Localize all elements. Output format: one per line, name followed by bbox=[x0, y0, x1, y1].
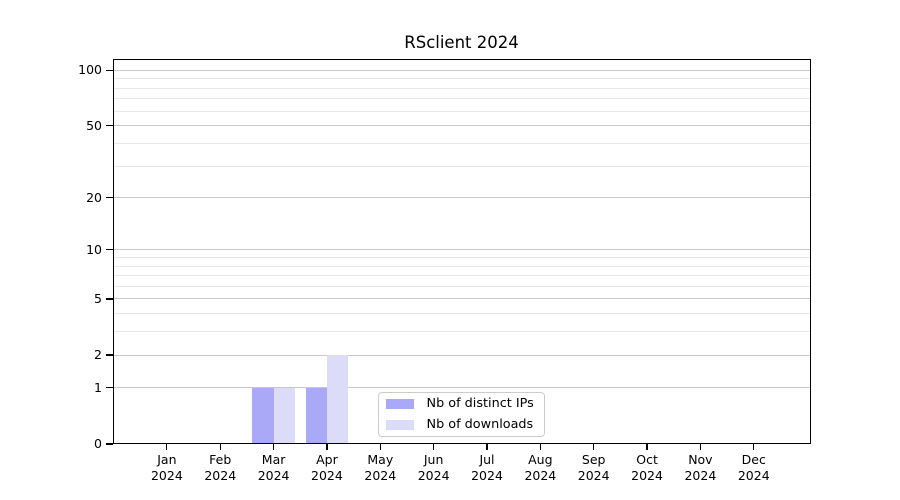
y-tick-label-100: 100 bbox=[78, 62, 102, 78]
gridline-100 bbox=[113, 69, 811, 71]
gridline-8 bbox=[113, 265, 811, 267]
x-tick-label-9: Sep 2024 bbox=[564, 452, 624, 483]
bar-mar-2024-s1 bbox=[273, 387, 295, 444]
gridline-3 bbox=[113, 331, 811, 333]
gridline-20 bbox=[113, 197, 811, 199]
x-tick-label-line: 2024 bbox=[471, 467, 503, 483]
x-tick-label-11: Nov 2024 bbox=[670, 452, 730, 483]
x-tick-label-line: Dec bbox=[741, 452, 766, 467]
x-tick-label-3: Mar 2024 bbox=[244, 452, 304, 483]
x-tick-label-line: Jan bbox=[157, 452, 177, 467]
gridline-90 bbox=[113, 78, 811, 80]
y-tick-label-2: 2 bbox=[94, 347, 102, 363]
bars-layer bbox=[113, 59, 811, 445]
x-tick-3 bbox=[273, 444, 275, 450]
x-tick-12 bbox=[753, 444, 755, 450]
x-tick-label-line: 2024 bbox=[524, 467, 557, 483]
x-tick-label-line: 2024 bbox=[150, 467, 183, 483]
y-tick-100 bbox=[106, 69, 113, 71]
y-tick-label-1: 1 bbox=[94, 379, 102, 395]
gridlines-layer bbox=[113, 59, 811, 445]
legend-label-distinct-ips: Nb of distinct IPs bbox=[426, 396, 534, 412]
y-tick-label-10: 10 bbox=[86, 241, 102, 257]
x-tick-label-2: Feb 2024 bbox=[190, 452, 250, 483]
x-tick-label-line: Sep bbox=[581, 452, 606, 467]
x-tick-9 bbox=[593, 444, 595, 450]
x-tick-5 bbox=[379, 444, 381, 450]
x-tick-label-line: 2024 bbox=[417, 467, 450, 483]
x-tick-label-line: 2024 bbox=[577, 467, 610, 483]
x-tick-label-line: 2024 bbox=[311, 467, 343, 483]
x-tick-label-line: Feb bbox=[209, 452, 232, 467]
x-tick-label-line: 2024 bbox=[204, 467, 237, 483]
x-tick-label-line: Nov bbox=[688, 452, 713, 467]
gridline-30 bbox=[113, 165, 811, 167]
x-tick-label-line: Apr bbox=[316, 452, 338, 467]
gridline-2 bbox=[113, 354, 811, 356]
y-tick-1 bbox=[106, 387, 113, 389]
x-tick-label-line: 2024 bbox=[257, 467, 290, 483]
gridline-40 bbox=[113, 142, 811, 144]
x-tick-label-8: Aug 2024 bbox=[510, 452, 570, 483]
x-tick-label-7: Jul 2024 bbox=[457, 452, 517, 483]
chart-title: RSclient 2024 bbox=[404, 33, 519, 52]
gridline-4 bbox=[113, 313, 811, 315]
gridline-7 bbox=[113, 275, 811, 277]
x-tick-label-line: Jun bbox=[423, 452, 444, 467]
x-tick-4 bbox=[326, 444, 328, 450]
y-tick-0 bbox=[106, 443, 113, 445]
x-tick-8 bbox=[539, 444, 541, 450]
y-tick-20 bbox=[106, 196, 113, 199]
x-tick-label-line: May bbox=[367, 452, 394, 467]
x-tick-label-6: Jun 2024 bbox=[404, 452, 464, 483]
gridline-10 bbox=[113, 249, 811, 251]
legend-item-downloads: Nb of downloads bbox=[385, 416, 544, 434]
gridline-6 bbox=[113, 285, 811, 287]
y-tick-label-20: 20 bbox=[86, 189, 102, 205]
y-tick-10 bbox=[106, 249, 113, 251]
x-tick-label-line: 2024 bbox=[364, 467, 397, 483]
x-tick-label-10: Oct 2024 bbox=[617, 452, 677, 483]
legend: Nb of distinct IPs Nb of downloads bbox=[377, 392, 545, 437]
legend-label-downloads: Nb of downloads bbox=[426, 416, 534, 432]
x-tick-label-1: Jan 2024 bbox=[137, 452, 197, 483]
bar-apr-2024-s1 bbox=[326, 355, 349, 444]
y-tick-5 bbox=[106, 298, 113, 300]
x-tick-label-line: Oct bbox=[636, 452, 658, 467]
x-tick-1 bbox=[166, 444, 168, 450]
gridline-70 bbox=[113, 98, 811, 100]
bar-mar-2024-s0 bbox=[252, 387, 274, 444]
bar-apr-2024-s0 bbox=[305, 387, 327, 444]
x-tick-11 bbox=[699, 444, 701, 450]
gridline-80 bbox=[113, 87, 811, 89]
gridline-60 bbox=[113, 110, 811, 112]
y-tick-label-50: 50 bbox=[86, 117, 102, 133]
y-tick-2 bbox=[106, 354, 113, 356]
gridline-1 bbox=[113, 387, 811, 389]
x-tick-label-5: May 2024 bbox=[350, 452, 410, 483]
x-tick-label-line: 2024 bbox=[631, 467, 663, 483]
x-tick-label-line: 2024 bbox=[737, 467, 770, 483]
x-tick-6 bbox=[433, 444, 435, 450]
x-tick-label-line: Mar bbox=[261, 452, 286, 467]
x-tick-label-line: Aug bbox=[528, 452, 553, 467]
y-tick-50 bbox=[106, 125, 113, 127]
x-tick-label-line: 2024 bbox=[684, 467, 717, 483]
legend-swatch-downloads bbox=[385, 419, 414, 430]
y-tick-label-0: 0 bbox=[94, 436, 102, 451]
legend-swatch-distinct-ips bbox=[385, 399, 414, 410]
gridline-9 bbox=[113, 257, 811, 259]
x-tick-label-4: Apr 2024 bbox=[297, 452, 357, 483]
x-tick-7 bbox=[486, 444, 488, 450]
x-tick-label-line: Jul bbox=[479, 452, 495, 467]
gridline-50 bbox=[113, 125, 811, 127]
x-tick-2 bbox=[219, 444, 221, 450]
plot-area: Nb of distinct IPs Nb of downloads bbox=[113, 58, 811, 445]
gridline-5 bbox=[113, 298, 811, 300]
x-tick-label-12: Dec 2024 bbox=[724, 452, 784, 483]
legend-item-distinct-ips: Nb of distinct IPs bbox=[385, 395, 544, 413]
x-tick-10 bbox=[646, 444, 648, 450]
y-tick-label-5: 5 bbox=[94, 290, 102, 306]
